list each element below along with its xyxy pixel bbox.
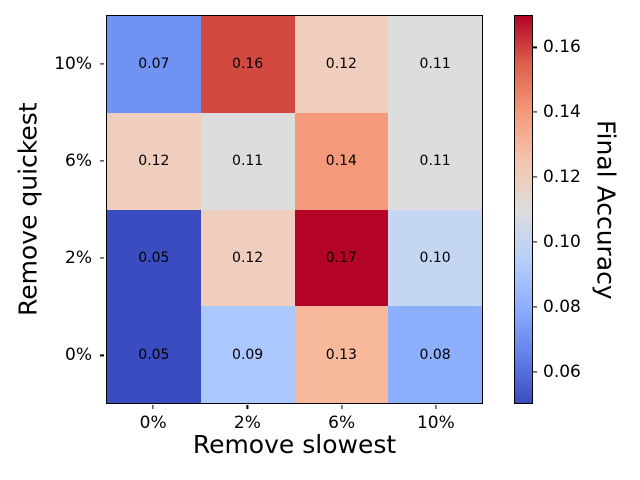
x-tick-label: 10% bbox=[416, 413, 455, 433]
colorbar-tick-label: 0.06 bbox=[543, 361, 581, 382]
colorbar-label: Final Accuracy bbox=[591, 119, 621, 300]
colorbar-tick-mark bbox=[533, 111, 537, 113]
colorbar-tick-mark bbox=[533, 176, 537, 178]
heatmap-cell-value: 0.12 bbox=[138, 153, 170, 170]
heatmap-cell: 0.11 bbox=[200, 112, 295, 210]
heatmap-cell-value: 0.05 bbox=[138, 346, 170, 363]
heatmap-cell: 0.14 bbox=[294, 112, 389, 210]
colorbar-ticks: 0.16 0.14 0.12 0.10 0.08 0.06 bbox=[533, 15, 603, 404]
heatmap-cell: 0.10 bbox=[388, 209, 482, 307]
heatmap-cell-value: 0.17 bbox=[325, 249, 357, 266]
heatmap-cell: 0.17 bbox=[294, 209, 389, 307]
heatmap-cell-value: 0.11 bbox=[419, 56, 451, 73]
heatmap-cell-value: 0.11 bbox=[419, 153, 451, 170]
y-tick-label: 6% bbox=[65, 150, 92, 171]
y-axis-label: Remove quickest bbox=[13, 102, 43, 317]
colorbar-tick-label: 0.16 bbox=[543, 37, 581, 58]
heatmap-cell-value: 0.14 bbox=[325, 153, 357, 170]
x-tick-mark bbox=[246, 405, 248, 409]
x-tick-label: 2% bbox=[233, 413, 261, 433]
x-tick-mark bbox=[435, 405, 437, 409]
heatmap-cell-value: 0.12 bbox=[325, 56, 357, 73]
heatmap-cell: 0.12 bbox=[200, 209, 295, 307]
heatmap-cell-value: 0.07 bbox=[138, 56, 170, 73]
heatmap-cell: 0.13 bbox=[294, 306, 389, 403]
heatmap-cell: 0.11 bbox=[388, 112, 482, 210]
y-tick-mark bbox=[100, 160, 104, 162]
x-axis-label: Remove slowest bbox=[192, 430, 397, 459]
heatmap-cell: 0.08 bbox=[388, 306, 482, 403]
x-axis-ticks: 0% 2% 6% 10% bbox=[106, 404, 483, 444]
colorbar-tick-label: 0.12 bbox=[543, 167, 581, 188]
colorbar-tick-label: 0.14 bbox=[543, 102, 581, 123]
heatmap-cell-value: 0.16 bbox=[232, 56, 264, 73]
heatmap-grid: 0.07 0.16 0.12 0.11 0.12 0.11 0.14 0.11 0.05 0.12… bbox=[106, 15, 483, 404]
y-tick-label: 10% bbox=[54, 53, 92, 74]
heatmap-cell: 0.11 bbox=[388, 16, 482, 113]
x-tick-label: 6% bbox=[328, 413, 356, 433]
x-tick-mark bbox=[341, 405, 343, 409]
colorbar-tick-label: 0.08 bbox=[543, 296, 581, 317]
colorbar-tick-mark bbox=[533, 241, 537, 243]
x-tick-mark bbox=[152, 405, 154, 409]
y-axis-ticks: 10% 6% 2% 0% bbox=[0, 15, 106, 404]
colorbar-tick-mark bbox=[533, 46, 537, 48]
heatmap-cell: 0.12 bbox=[107, 112, 201, 210]
colorbar-tick-mark bbox=[533, 306, 537, 308]
heatmap-cell: 0.09 bbox=[200, 306, 295, 403]
heatmap-cell: 0.05 bbox=[107, 209, 201, 307]
heatmap-cell: 0.16 bbox=[200, 16, 295, 113]
heatmap-cell-value: 0.10 bbox=[419, 249, 451, 266]
colorbar-tick-label: 0.10 bbox=[543, 231, 581, 252]
heatmap-cell-value: 0.13 bbox=[325, 346, 357, 363]
heatmap-cell: 0.12 bbox=[294, 16, 389, 113]
y-tick-label: 2% bbox=[65, 248, 92, 269]
colorbar bbox=[514, 15, 533, 404]
heatmap-cell: 0.07 bbox=[107, 16, 201, 113]
heatmap-cell-value: 0.08 bbox=[419, 346, 451, 363]
y-tick-mark bbox=[100, 257, 104, 259]
colorbar-tick-mark bbox=[533, 370, 537, 373]
heatmap-cell-value: 0.09 bbox=[232, 346, 264, 363]
x-tick-label: 0% bbox=[139, 413, 167, 433]
y-tick-mark bbox=[100, 354, 104, 356]
heatmap-cell-value: 0.05 bbox=[138, 249, 170, 266]
heatmap-cell: 0.05 bbox=[107, 306, 201, 403]
heatmap-cell-value: 0.11 bbox=[232, 153, 264, 170]
heatmap-cell-value: 0.12 bbox=[232, 249, 264, 266]
y-tick-mark bbox=[100, 63, 104, 65]
y-tick-label: 0% bbox=[65, 345, 92, 366]
